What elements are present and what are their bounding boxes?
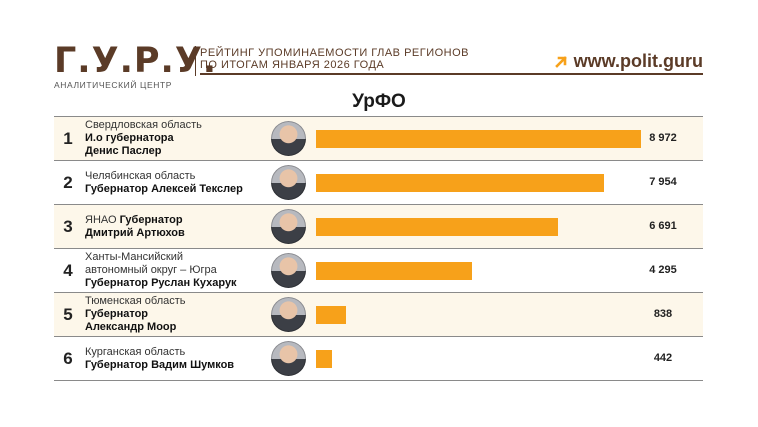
row-label-line: Тюменская область [85,295,280,308]
row-label-text: Денис Паслер [85,145,162,157]
row-label-text: Губернатор Руслан Кухарук [85,277,237,289]
header-rule [200,73,703,75]
row-label-line: Губернатор Руслан Кухарук [85,277,280,290]
logo: Г.У.Р.У. АНАЛИТИЧЕСКИЙ ЦЕНТР [54,41,218,91]
rank-number: 2 [63,173,73,192]
row-label-line: Денис Паслер [85,145,280,158]
value-label: 6 691 [649,220,677,232]
row-label-line: Александр Моор [85,321,280,334]
row-label: Свердловская область И.о губернатора Денис… [85,117,280,160]
rank-number: 6 [63,349,73,368]
value-label: 8 972 [649,132,677,144]
value-label: 838 [653,308,673,320]
row-label-line: Губернатор [85,308,280,321]
ranking-table: 1 Свердловская область И.о губернатора Дени… [54,116,703,381]
row-label-text: Свердловская область [85,119,202,131]
bar [316,218,559,236]
logo-text: Г.У.Р.У. [54,41,218,81]
row-label: Челябинская область Губернатор Алексей Те… [85,161,280,204]
rank-number: 4 [63,261,73,280]
headline-line-1: РЕЙТИНГ УПОМИНАЕМОСТИ ГЛАВ РЕГИОНОВ [200,47,469,59]
value-label: 7 954 [649,176,677,188]
row-label-text: Александр Моор [85,321,177,333]
row-label-line: И.о губернатора [85,132,280,145]
rank-number: 3 [63,217,73,236]
rank-number: 5 [63,305,73,324]
row-label-line: Челябинская область [85,170,280,183]
row-label-text: Челябинская область [85,169,196,182]
row-label: Тюменская область Губернатор Александр Моо… [85,293,280,336]
row-label: Ханты-Мансийский автономный округ – Югра Г… [85,249,280,292]
headline-line-2: ПО ИТОГАМ ЯНВАРЯ 2026 ГОДА [200,59,385,71]
row-label-text: автономный округ – Югра [85,264,217,276]
chart-row: 4 Ханты-Мансийский автономный округ – Югра… [54,249,703,293]
row-label-text: Курганская область [85,345,186,358]
header-divider [195,46,196,76]
row-label-line: Ханты-Мансийский [85,251,280,264]
rank-number: 1 [63,129,73,148]
website-text: www.polit.guru [573,51,703,71]
row-label-line: Дмитрий Артюхов [85,227,280,240]
row-label-text: Тюменская область [85,295,186,307]
governor-portrait [271,297,306,332]
chart-row: 2 Челябинская область Губернатор Алексей Т… [54,161,703,205]
row-label-role: Губернатор [116,213,183,226]
chart-row: 1 Свердловская область И.о губернатора Дени… [54,117,703,161]
bar [316,130,641,148]
row-label-line: Свердловская область [85,119,280,132]
bar [316,262,472,280]
row-label-text: Дмитрий Артюхов [85,226,185,239]
row-label: ЯНАО Губернатор Дмитрий Артюхов [85,205,280,248]
row-label-text: Губернатор Вадим Шумков [85,358,235,371]
website-link[interactable]: www.polit.guru [554,51,703,72]
row-label: Курганская область Губернатор Вадим Шумко… [85,337,280,380]
row-label-text: Губернатор [85,308,149,320]
governor-portrait [271,253,306,288]
arrow-up-right-icon [554,56,567,68]
row-label-text: Губернатор Алексей Текслер [85,182,243,195]
governor-portrait [271,121,306,156]
row-label-line: автономный округ – Югра [85,264,280,277]
row-label-line: Курганская область [85,346,280,359]
row-label-line: ЯНАО Губернатор [85,214,280,227]
governor-portrait [271,165,306,200]
row-label-line: Губернатор Вадим Шумков [85,359,280,372]
headline: РЕЙТИНГ УПОМИНАЕМОСТИ ГЛАВ РЕГИОНОВ ПО И… [200,47,469,71]
row-label-text: ЯНАО [85,213,117,226]
chart-row: 5 Тюменская область Губернатор Александр Мо… [54,293,703,337]
chart-title: УрФО [352,91,406,112]
row-label-line: Губернатор Алексей Текслер [85,183,280,196]
bar [316,306,347,324]
governor-portrait [271,209,306,244]
chart-row: 6 Курганская область Губернатор Вадим Шумк… [54,337,703,381]
governor-portrait [271,341,306,376]
row-label-text: Ханты-Мансийский [85,251,184,263]
value-label: 4 295 [649,264,677,276]
bar [316,350,332,368]
row-label-text: И.о губернатора [85,132,174,144]
logo-subtitle: АНАЛИТИЧЕСКИЙ ЦЕНТР [54,80,173,90]
bar [316,174,605,192]
chart-row: 3 ЯНАО Губернатор Дмитрий Артюхов 6 691 [54,205,703,249]
value-label: 442 [653,352,673,364]
